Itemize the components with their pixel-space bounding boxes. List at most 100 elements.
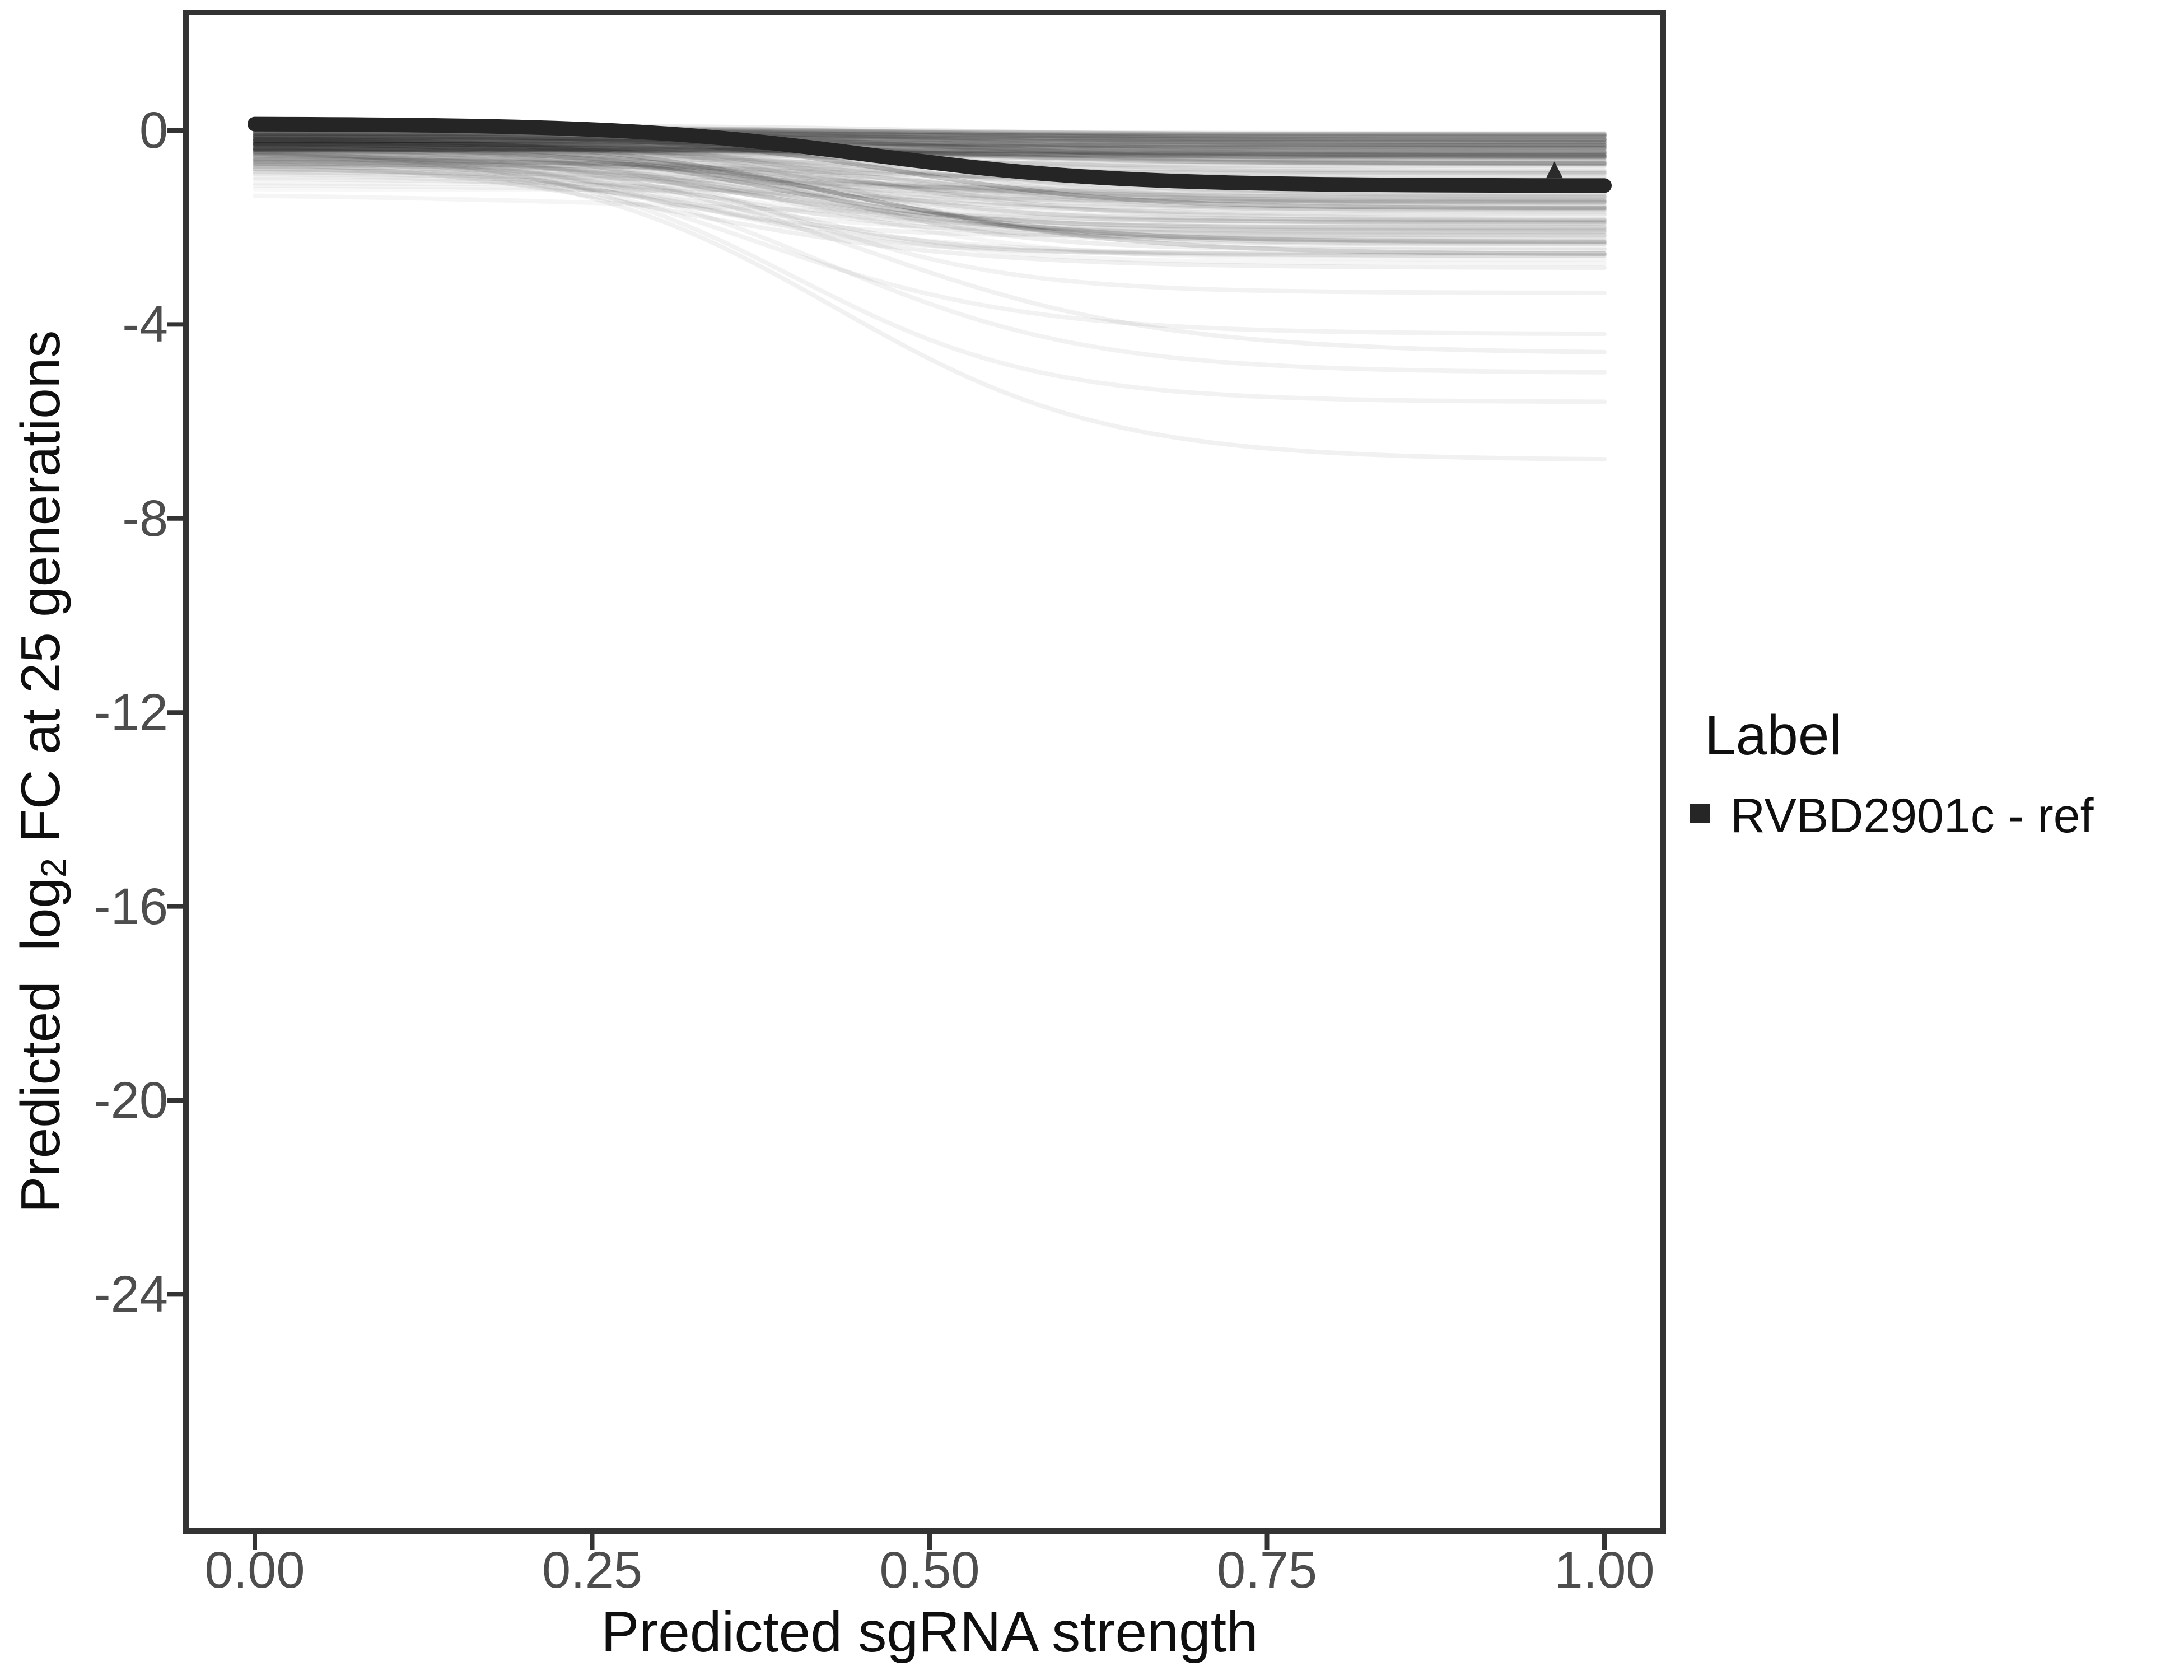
ensemble-curve <box>253 153 1607 223</box>
ensemble-curve <box>253 130 1607 154</box>
ensemble-curve <box>253 143 1607 199</box>
ensemble-curve <box>253 138 1607 148</box>
ensemble-curve <box>253 165 1607 258</box>
ensemble-curve <box>253 161 1607 246</box>
ensemble-curve <box>253 163 1607 237</box>
ensemble-curve <box>253 138 1607 147</box>
ensemble-curve <box>253 134 1607 217</box>
ensemble-curve-deep <box>253 146 1607 354</box>
ensemble-curve <box>253 151 1607 244</box>
ensemble-curve <box>253 136 1607 161</box>
ensemble-curve <box>253 142 1607 214</box>
ensemble-curve <box>253 139 1607 212</box>
ensemble-curve <box>253 138 1607 146</box>
ensemble-curve <box>253 193 1607 226</box>
ensemble-curve-distinct <box>253 136 1607 244</box>
ensemble-curve <box>253 134 1607 142</box>
ensemble-curve <box>253 176 1607 222</box>
y-axis-title-prefix: Predicted log <box>10 878 71 1214</box>
ensemble-curve <box>253 158 1607 204</box>
ensemble-curve <box>253 150 1607 252</box>
panel-border <box>183 10 1666 1534</box>
ensemble-curve <box>253 146 1607 158</box>
ensemble-curve <box>253 164 1607 262</box>
ensemble-curve-distinct <box>253 141 1607 256</box>
ensemble-curve <box>253 133 1607 146</box>
ensemble-curve <box>253 135 1607 142</box>
ensemble-curve <box>253 167 1607 239</box>
ensemble-curve <box>253 153 1607 227</box>
ensemble-curve-deep <box>253 151 1607 375</box>
ensemble-curve <box>253 153 1607 222</box>
curves-layer <box>248 116 1612 462</box>
ensemble-curve <box>253 160 1607 233</box>
ensemble-curve-distinct <box>253 146 1607 230</box>
ensemble-curve <box>253 142 1607 166</box>
ensemble-curve <box>253 148 1607 160</box>
ensemble-curve <box>253 139 1607 208</box>
ensemble-curve-deep <box>253 156 1607 462</box>
ensemble-curve <box>253 183 1607 204</box>
main-curve <box>248 116 1612 193</box>
ensemble-curve <box>253 142 1607 160</box>
ensemble-curve <box>253 138 1607 156</box>
ensemble-curve <box>253 145 1607 157</box>
legend-key-square-icon <box>1690 804 1710 823</box>
ensemble-curve <box>253 150 1607 217</box>
ensemble-curve <box>253 141 1607 156</box>
x-axis-title: Predicted sgRNA strength <box>601 1600 1258 1664</box>
legend-item-label: RVBD2901c - ref <box>1730 789 2094 843</box>
y-axis-title-subscript: 2 <box>34 858 74 878</box>
ensemble-curve <box>253 147 1607 166</box>
ensemble-curve <box>253 137 1607 149</box>
ensemble-curve <box>253 137 1607 223</box>
ensemble-curve <box>253 137 1607 147</box>
ensemble-curve <box>253 131 1607 138</box>
ensemble-curve <box>253 166 1607 235</box>
ensemble-curve <box>253 140 1607 158</box>
ensemble-curve <box>253 141 1607 159</box>
ensemble-curve <box>253 144 1607 232</box>
ensemble-curve <box>253 147 1607 158</box>
ensemble-curve <box>253 147 1607 155</box>
legend-title: Label <box>1705 704 1842 767</box>
ensemble-curve <box>253 141 1607 160</box>
ensemble-curve <box>253 151 1607 258</box>
ensemble-curve <box>253 132 1607 157</box>
ensemble-curve <box>253 143 1607 246</box>
ensemble-curve <box>253 137 1607 144</box>
ensemble-curve <box>253 135 1607 143</box>
ensemble-curve <box>253 142 1607 204</box>
ensemble-curve <box>253 136 1607 166</box>
ensemble-curve <box>253 134 1607 142</box>
y-axis-title: Predicted log2 FC at 25 generations <box>7 72 74 1472</box>
ensemble-curve <box>253 134 1607 145</box>
ensemble-curve <box>253 138 1607 154</box>
ensemble-curve <box>253 156 1607 203</box>
ensemble-curve-deep <box>253 150 1607 337</box>
ensemble-curve <box>253 172 1607 202</box>
ensemble-curve <box>253 135 1607 144</box>
y-axis-title-suffix: FC at 25 generations <box>10 330 71 858</box>
legend-item: RVBD2901c - ref <box>1688 790 2181 857</box>
ensemble-curve <box>253 148 1607 205</box>
ensemble-curve <box>253 160 1607 196</box>
ensemble-curve-deep <box>253 144 1607 295</box>
ensemble-curve <box>253 157 1607 203</box>
ensemble-curve <box>253 132 1607 158</box>
ensemble-curve <box>253 139 1607 150</box>
ensemble-curve <box>253 143 1607 151</box>
ensemble-curve-distinct <box>253 133 1607 211</box>
ensemble-curve <box>253 146 1607 159</box>
ensemble-curve <box>253 138 1607 155</box>
ensemble-curve-deep <box>253 153 1607 404</box>
ensemble-curve <box>253 142 1607 212</box>
ensemble-curve <box>253 169 1607 251</box>
ensemble-curve <box>253 162 1607 213</box>
ensemble-curve <box>253 147 1607 234</box>
ensemble-curve <box>253 138 1607 151</box>
ensemble-curve <box>253 139 1607 151</box>
ensemble-curve <box>253 167 1607 241</box>
